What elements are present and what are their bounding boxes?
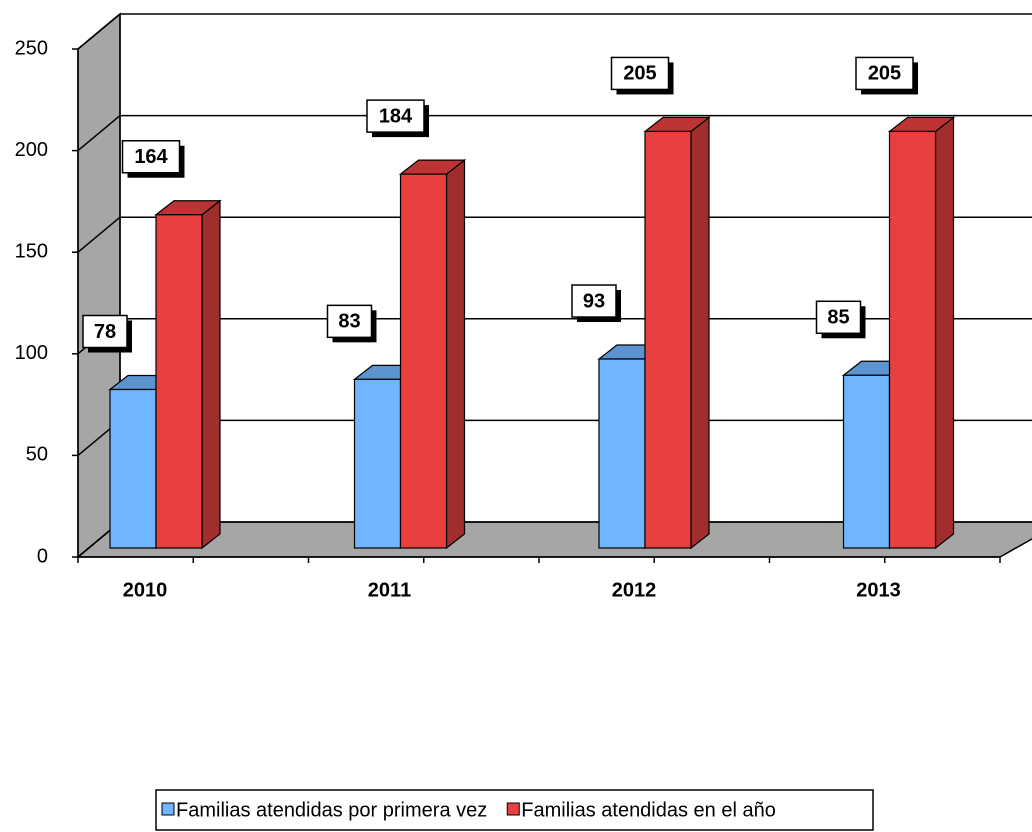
data-label: 78 — [94, 321, 116, 343]
label-box — [121, 140, 181, 174]
y-tick-label: 200 — [15, 139, 48, 161]
y-tick-label: 250 — [15, 37, 48, 59]
bar — [643, 116, 711, 550]
label-box — [815, 300, 862, 335]
y-tick-label: 0 — [37, 545, 48, 567]
bar-front — [399, 173, 448, 549]
legend-swatch — [506, 802, 520, 816]
y-tick-label: 150 — [15, 240, 48, 262]
label-box — [571, 284, 617, 318]
bar-side — [934, 116, 955, 550]
data-label: 205 — [623, 63, 656, 85]
data-label: 85 — [827, 307, 849, 329]
bar-front — [353, 378, 402, 549]
data-label: 205 — [868, 63, 901, 85]
grid-line-side — [77, 13, 121, 50]
bar — [887, 116, 956, 550]
bar-front — [644, 130, 692, 549]
data-label: 83 — [338, 311, 360, 333]
y-tick-label: 50 — [26, 444, 48, 466]
legend-label: Familias atendidas por primera vez — [176, 799, 487, 821]
bar-front — [598, 358, 646, 549]
grid-line-side — [77, 216, 121, 253]
grid-line-side — [77, 115, 121, 152]
data-label: 164 — [134, 146, 168, 168]
bar-side — [445, 158, 466, 550]
bar-side — [201, 199, 221, 550]
legend-swatch — [161, 802, 175, 816]
legend-label: Familias atendidas en el año — [521, 799, 776, 821]
label-box — [82, 314, 128, 349]
x-tick-label: 2013 — [856, 579, 901, 601]
y-tick-label: 100 — [15, 342, 48, 364]
bar — [154, 199, 222, 550]
bar-front — [842, 374, 891, 549]
label-box — [366, 99, 425, 133]
bar-front — [888, 130, 937, 549]
x-tick-label: 2010 — [123, 579, 168, 601]
data-label: 93 — [583, 290, 605, 312]
bar — [398, 158, 467, 550]
label-box — [610, 56, 670, 91]
label-box — [326, 304, 373, 339]
x-tick-label: 2011 — [368, 579, 411, 601]
data-label: 184 — [379, 105, 413, 127]
bar-front — [109, 388, 157, 549]
label-box — [855, 56, 914, 91]
legend: Familias atendidas por primera vez Famili… — [155, 789, 874, 831]
bar-front — [155, 214, 203, 549]
x-tick-label: 2012 — [612, 579, 657, 601]
bar-side — [690, 116, 710, 550]
